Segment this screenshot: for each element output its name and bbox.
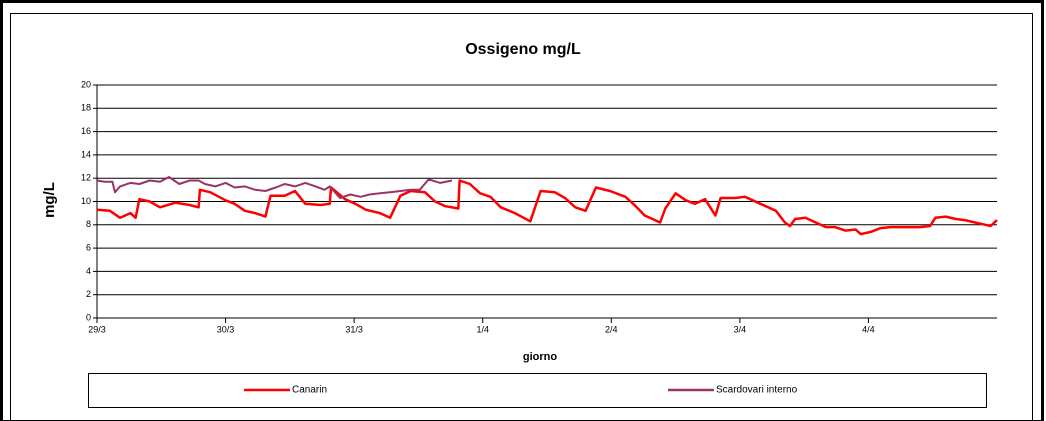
legend-label: Scardovari interno bbox=[716, 385, 798, 396]
x-tick-label: 1/4 bbox=[476, 324, 489, 334]
y-axis-label: mg/L bbox=[41, 182, 58, 218]
x-tick-label: 30/3 bbox=[217, 324, 235, 334]
y-tick-label: 4 bbox=[86, 266, 91, 276]
line-series bbox=[96, 176, 453, 199]
legend-box bbox=[88, 373, 987, 408]
y-tick-label: 6 bbox=[86, 242, 91, 252]
chart-title: Ossigeno mg/L bbox=[465, 41, 581, 58]
x-tick-label: 3/4 bbox=[734, 324, 747, 334]
x-tick-label: 2/4 bbox=[605, 324, 618, 334]
y-tick-label: 14 bbox=[81, 149, 91, 159]
x-tick-label: 29/3 bbox=[88, 324, 106, 334]
y-tick-label: 16 bbox=[81, 126, 91, 136]
y-tick-label: 12 bbox=[81, 173, 91, 183]
x-tick-label: 31/3 bbox=[345, 324, 363, 334]
y-tick-label: 2 bbox=[86, 289, 91, 299]
x-tick-label: 4/4 bbox=[862, 324, 875, 334]
y-tick-label: 18 bbox=[81, 103, 91, 113]
line-series bbox=[96, 179, 998, 236]
legend-label: Canarin bbox=[292, 385, 327, 396]
y-tick-label: 0 bbox=[86, 312, 91, 322]
y-tick-label: 8 bbox=[86, 219, 91, 229]
chart-frame bbox=[10, 13, 1033, 421]
y-tick-label: 20 bbox=[81, 79, 91, 89]
y-tick-label: 10 bbox=[81, 196, 91, 206]
x-axis-label: giorno bbox=[523, 351, 557, 363]
